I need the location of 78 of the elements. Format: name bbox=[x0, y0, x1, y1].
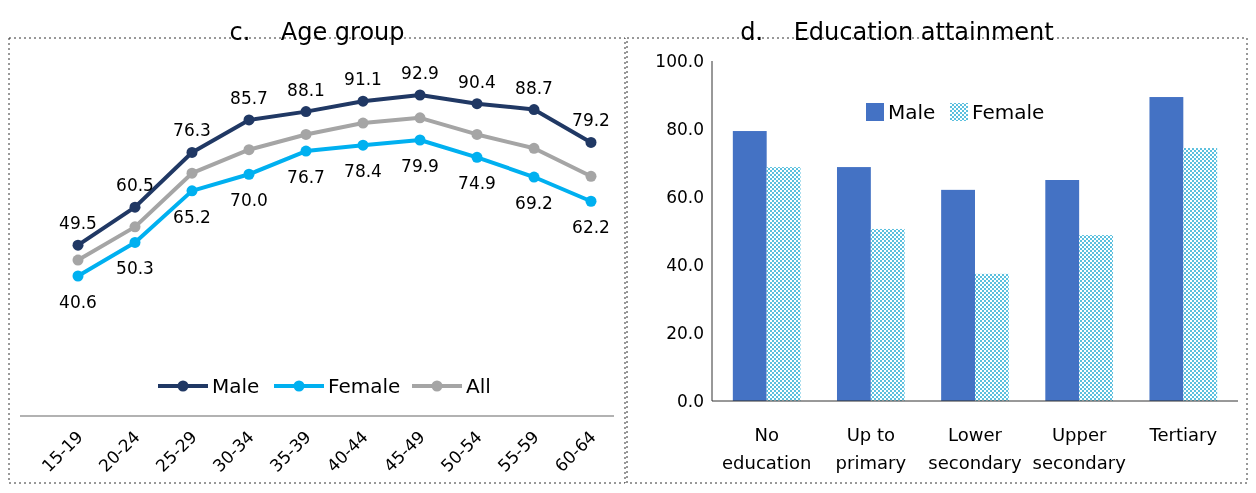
point bbox=[471, 128, 483, 140]
bar bbox=[732, 131, 767, 401]
bar bbox=[975, 273, 1009, 401]
data-label: 78.4 bbox=[344, 161, 382, 182]
data-label: 40.6 bbox=[59, 292, 97, 312]
data-label: 92.9 bbox=[401, 63, 439, 83]
point bbox=[129, 221, 141, 233]
data-label: 79.9 bbox=[401, 155, 439, 176]
chart-title: d. Education attainment bbox=[740, 18, 1054, 46]
chart-title: c. Age group bbox=[229, 18, 405, 46]
y-tick-label: 0.0 bbox=[676, 391, 704, 411]
x-tick-label: Lower secondary bbox=[928, 424, 1022, 473]
point bbox=[528, 142, 540, 154]
point bbox=[186, 167, 198, 179]
point bbox=[357, 139, 369, 151]
point bbox=[300, 145, 312, 157]
y-tick-label: 20.0 bbox=[666, 323, 704, 343]
point bbox=[585, 136, 597, 148]
x-tick-label: Upper secondary bbox=[1032, 424, 1127, 473]
point bbox=[357, 117, 369, 129]
data-label: 88.1 bbox=[287, 79, 325, 100]
point bbox=[243, 168, 255, 180]
y-tick-label: 40.0 bbox=[666, 255, 704, 275]
data-label: 50.3 bbox=[116, 258, 154, 279]
legend-label: All bbox=[466, 374, 491, 398]
bar bbox=[836, 167, 871, 401]
point bbox=[243, 144, 255, 156]
x-tick-label: No education bbox=[722, 424, 812, 473]
bar bbox=[1183, 148, 1218, 401]
x-tick-label: Tertiary bbox=[1148, 424, 1218, 445]
point bbox=[129, 201, 141, 213]
y-tick-label: 80.0 bbox=[666, 119, 704, 139]
data-label: 49.5 bbox=[59, 213, 97, 234]
y-tick-label: 60.0 bbox=[666, 187, 704, 207]
point bbox=[186, 185, 198, 197]
bar bbox=[1045, 180, 1080, 401]
data-label: 91.1 bbox=[344, 69, 382, 90]
bar bbox=[1079, 235, 1114, 401]
point bbox=[129, 236, 141, 248]
data-label: 70.0 bbox=[230, 190, 268, 211]
data-label: 79.2 bbox=[572, 110, 610, 131]
data-label: 74.9 bbox=[458, 173, 496, 194]
bar bbox=[1149, 97, 1184, 401]
point bbox=[300, 128, 312, 140]
y-tick-label: 100.0 bbox=[655, 51, 704, 71]
bar bbox=[766, 167, 801, 401]
legend-label: Male bbox=[212, 374, 260, 398]
data-label: 85.7 bbox=[230, 87, 268, 108]
point bbox=[72, 239, 84, 251]
point bbox=[186, 146, 198, 158]
legend-label: Male bbox=[888, 100, 936, 124]
legend-label: Female bbox=[972, 100, 1045, 124]
legend-label: Female bbox=[328, 374, 401, 398]
point bbox=[72, 254, 84, 266]
point bbox=[357, 95, 369, 107]
data-label: 76.3 bbox=[173, 120, 211, 141]
data-label: 65.2 bbox=[173, 206, 211, 227]
point bbox=[414, 89, 426, 101]
data-label: 88.7 bbox=[515, 77, 553, 98]
point bbox=[300, 106, 312, 118]
point bbox=[471, 151, 483, 163]
point bbox=[72, 270, 84, 282]
point bbox=[414, 112, 426, 124]
data-label: 60.5 bbox=[116, 175, 154, 196]
point bbox=[528, 104, 540, 116]
data-label: 69.2 bbox=[515, 193, 553, 214]
bar bbox=[870, 228, 905, 401]
point bbox=[585, 195, 597, 207]
data-label: 90.4 bbox=[458, 71, 496, 92]
point bbox=[471, 98, 483, 110]
data-label: 76.7 bbox=[287, 167, 325, 188]
point bbox=[585, 170, 597, 182]
point bbox=[243, 114, 255, 126]
point bbox=[414, 134, 426, 146]
x-tick-label: Up to primary bbox=[835, 424, 907, 473]
point bbox=[528, 171, 540, 183]
bar bbox=[941, 189, 975, 401]
data-label: 62.2 bbox=[572, 217, 610, 238]
